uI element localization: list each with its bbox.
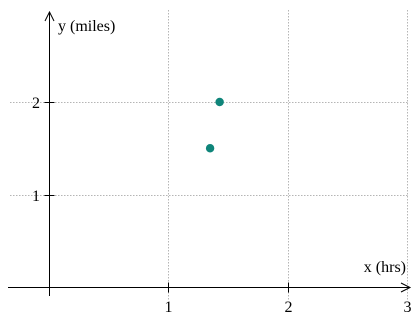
data-point-0-0 — [215, 97, 224, 107]
y-tick-label-2: 2 — [32, 95, 40, 112]
y-tick-label-1: 1 — [32, 188, 40, 205]
axes — [8, 10, 412, 296]
grid — [10, 10, 408, 300]
ticks: 1 2 3 1 2 — [32, 95, 412, 316]
x-tick-label-3: 3 — [404, 299, 412, 316]
x-axis-label: x (hrs) — [364, 259, 406, 276]
data-points — [205, 97, 224, 153]
x-tick-label-2: 2 — [285, 299, 293, 316]
x-tick-label-1: 1 — [165, 299, 173, 316]
data-point-0-1 — [205, 144, 215, 153]
y-axis-label: y (miles) — [58, 18, 115, 35]
